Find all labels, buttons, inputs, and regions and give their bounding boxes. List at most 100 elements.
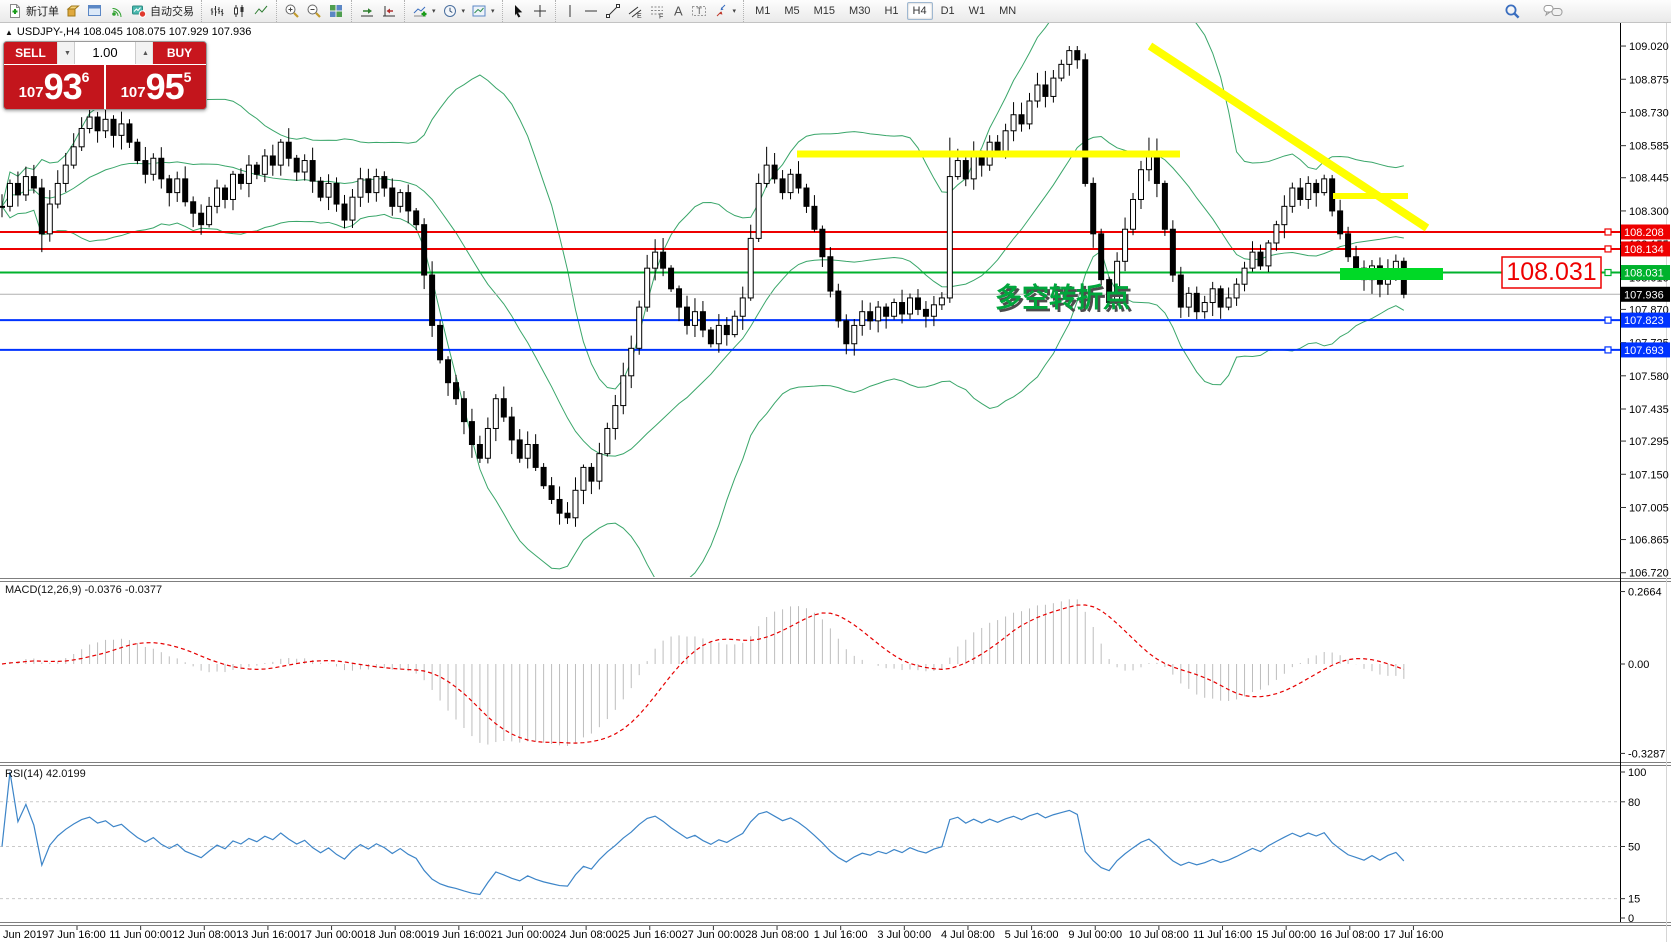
svg-text:F: F [659,14,663,20]
toolbar-group-right [1501,1,1566,21]
timeframe-w1[interactable]: W1 [968,5,986,17]
price-divider [104,65,106,109]
templates-button[interactable]: ▾ [468,1,498,21]
volume-value[interactable]: 1.00 [92,45,118,60]
sell-price-big: 93 [43,66,83,107]
zoom-in-button[interactable] [281,1,303,21]
timeframe-m1[interactable]: M1 [755,5,771,17]
svg-text:24 Jun 08:00: 24 Jun 08:00 [554,929,618,941]
svg-text:多空转折点: 多空转折点 [998,285,1133,316]
label-button[interactable]: T [688,1,710,21]
new-order-icon [10,4,20,18]
candle-chart-icon [234,5,244,17]
cursor-button[interactable] [507,1,529,21]
timeframe-mn[interactable]: MN [999,5,1017,17]
svg-text:19 Jun 16:00: 19 Jun 16:00 [427,929,491,941]
indicators-dropdown-icon[interactable]: ▾ [432,8,436,15]
svg-text:108.300: 108.300 [1629,206,1669,218]
chat-button[interactable] [1540,1,1566,21]
buy-price[interactable]: 107 95 5 [106,65,206,109]
zoom-out-icon [307,4,321,18]
tile-windows-button[interactable] [325,1,347,21]
volume-decrease-button[interactable]: ▼ [58,42,75,64]
svg-text:108.031: 108.031 [1506,258,1596,286]
svg-text:10 Jul 08:00: 10 Jul 08:00 [1129,929,1189,941]
window-icon [88,5,101,16]
periods-button[interactable]: ▾ [439,1,469,21]
fibonacci-icon: F [650,6,663,20]
timeframe-m30[interactable]: M30 [849,5,871,17]
svg-text:108.031: 108.031 [1624,268,1664,280]
text-button[interactable]: A [668,1,688,21]
auto-scroll-icon [361,8,373,17]
templates-dropdown-icon[interactable]: ▾ [491,8,495,15]
chart-shift-button[interactable] [378,1,400,21]
svg-text:多空转折点: 多空转折点 [995,282,1130,313]
svg-text:108.445: 108.445 [1629,173,1669,185]
volume-increase-button[interactable]: ▲ [135,42,152,64]
signal-button[interactable] [106,1,128,21]
svg-text:107.693: 107.693 [1624,345,1664,357]
zoom-out-button[interactable] [303,1,325,21]
buy-button[interactable]: BUY [153,42,206,64]
toolbar-group-objects: E F A T ▾ [554,0,744,22]
symbol-ohlc-bar[interactable]: ▲ USDJPY-,H4 108.045 108.075 107.929 107.… [5,26,251,38]
timeframe-m5[interactable]: M5 [784,5,800,17]
svg-text:25 Jun 16:00: 25 Jun 16:00 [618,929,682,941]
autotrading-icon [132,5,147,18]
svg-text:A: A [674,4,683,19]
sell-price[interactable]: 107 93 6 [4,65,104,109]
crosshair-button[interactable] [529,1,551,21]
toolbar-group-cursor [501,0,555,22]
sell-price-pip: 6 [81,69,90,85]
svg-text:106.720: 106.720 [1629,568,1669,580]
channel-button[interactable]: E [624,1,646,21]
candle-chart-button[interactable] [228,1,250,21]
svg-text:50: 50 [1628,842,1640,854]
timeframe-h1[interactable]: H1 [884,5,899,17]
new-order-button[interactable]: 新订单 [4,1,62,21]
indicators-button[interactable]: ▾ [409,1,439,21]
svg-text:107.823: 107.823 [1624,315,1664,327]
svg-text:T: T [696,6,702,16]
search-button[interactable] [1501,1,1524,21]
line-chart-button[interactable] [250,1,272,21]
horizontal-line-button[interactable] [580,1,602,21]
arrows-button[interactable]: ▾ [710,1,740,21]
toolbar-group-chart-type [201,0,276,22]
crosshair-icon [533,5,546,17]
sell-button[interactable]: SELL [4,42,57,64]
svg-text:108.134: 108.134 [1624,244,1664,256]
history-icon [66,5,80,17]
svg-text:107.295: 107.295 [1629,436,1669,448]
buy-price-big: 95 [145,66,185,107]
bar-chart-button[interactable] [206,1,228,21]
search-icon [1505,4,1520,18]
timeframe-h4[interactable]: H4 [906,2,933,20]
arrows-dropdown-icon[interactable]: ▾ [732,8,737,15]
auto-scroll-button[interactable] [356,1,378,21]
svg-text:107.580: 107.580 [1629,371,1669,383]
svg-text:15 Jul 00:00: 15 Jul 00:00 [1256,929,1316,941]
arrows-icon [716,4,725,17]
svg-text:4 Jul 08:00: 4 Jul 08:00 [941,929,995,941]
svg-text:107.150: 107.150 [1629,469,1669,481]
window-button[interactable] [84,1,106,21]
one-click-collapse-icon[interactable]: ▲ [5,28,13,37]
timeframe-d1[interactable]: D1 [940,5,955,17]
vertical-line-button[interactable] [560,1,580,21]
history-button[interactable] [62,1,84,21]
toolbar: 新订单 自动交易 [0,0,1671,23]
text-icon: A [674,4,683,19]
svg-text:108.875: 108.875 [1629,74,1669,86]
svg-text:106.865: 106.865 [1629,535,1669,547]
periods-dropdown-icon[interactable]: ▾ [461,8,466,15]
fibonacci-button[interactable]: F [646,1,668,21]
zoom-in-icon [285,4,299,18]
toolbar-group-zoom [276,0,351,22]
timeframe-m15[interactable]: M15 [813,5,836,17]
one-click-trading-panel: SELL ▼ 1.00 ▲ BUY 107 93 6 107 95 5 [3,41,207,110]
autotrading-button[interactable]: 自动交易 [128,1,197,21]
trendline-button[interactable] [602,1,624,21]
